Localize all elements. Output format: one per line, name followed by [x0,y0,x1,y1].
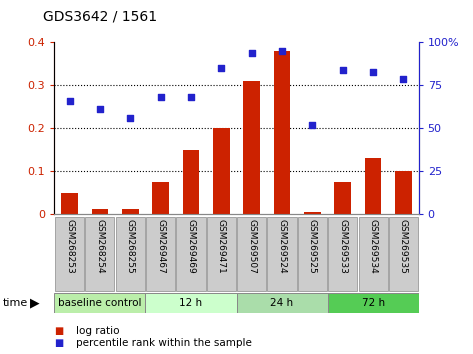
Bar [122,209,139,214]
Point [187,95,195,100]
FancyBboxPatch shape [328,217,357,291]
Bar [243,81,260,214]
Text: 12 h: 12 h [179,298,202,308]
Text: GSM269533: GSM269533 [338,219,347,274]
FancyBboxPatch shape [176,217,206,291]
FancyBboxPatch shape [237,217,266,291]
Point [157,95,165,100]
Point [278,48,286,54]
Bar [152,182,169,214]
Bar [146,293,236,313]
FancyBboxPatch shape [389,217,418,291]
Bar [334,182,351,214]
FancyBboxPatch shape [207,217,236,291]
Text: ▶: ▶ [30,297,39,309]
Text: GSM269524: GSM269524 [278,219,287,274]
Text: time: time [2,298,27,308]
Text: GSM269534: GSM269534 [368,219,377,274]
FancyBboxPatch shape [55,217,84,291]
Point [308,122,316,128]
Text: percentile rank within the sample: percentile rank within the sample [76,338,252,348]
FancyBboxPatch shape [359,217,388,291]
Bar [183,150,199,214]
Point [126,115,134,121]
Text: GSM268254: GSM268254 [96,219,105,274]
Text: GSM269471: GSM269471 [217,219,226,274]
Point [248,50,255,56]
Point [66,98,73,104]
Bar [365,158,381,214]
Text: log ratio: log ratio [76,326,119,336]
Bar [54,293,146,313]
Text: ■: ■ [54,338,64,348]
Point [218,65,225,71]
Point [96,107,104,112]
Point [369,69,377,74]
Text: 72 h: 72 h [361,298,385,308]
Text: ■: ■ [54,326,64,336]
Bar [92,209,108,214]
Point [339,67,347,73]
Text: GSM269469: GSM269469 [186,219,195,274]
Bar [274,51,290,214]
Bar [327,293,419,313]
FancyBboxPatch shape [298,217,327,291]
Bar [304,212,321,214]
FancyBboxPatch shape [85,217,114,291]
Text: baseline control: baseline control [58,298,142,308]
FancyBboxPatch shape [116,217,145,291]
Bar [236,293,327,313]
FancyBboxPatch shape [267,217,297,291]
Text: GSM269535: GSM269535 [399,219,408,274]
FancyBboxPatch shape [146,217,175,291]
Bar [213,128,230,214]
Text: GSM269467: GSM269467 [156,219,165,274]
Text: 24 h: 24 h [271,298,294,308]
Bar [61,193,78,214]
Text: GSM268253: GSM268253 [65,219,74,274]
Point [400,76,407,81]
Text: GSM269507: GSM269507 [247,219,256,274]
Bar [395,171,412,214]
Text: GSM268255: GSM268255 [126,219,135,274]
Text: GSM269525: GSM269525 [308,219,317,274]
Text: GDS3642 / 1561: GDS3642 / 1561 [43,9,157,23]
